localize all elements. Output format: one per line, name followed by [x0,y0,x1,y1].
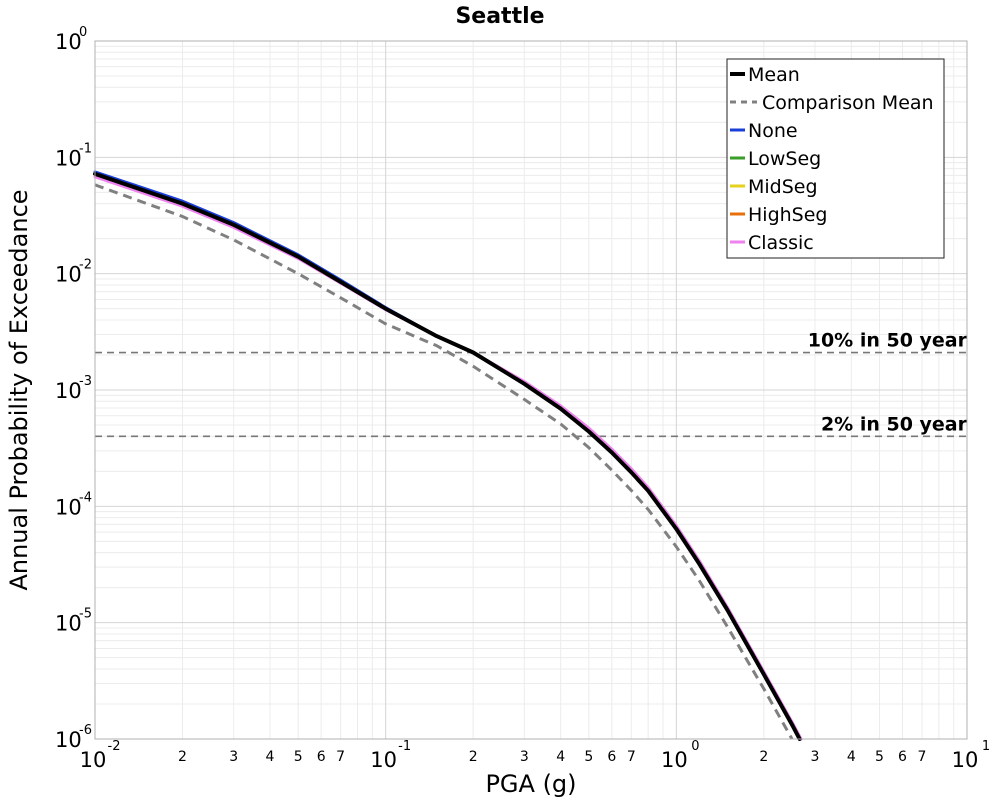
x-tick-exponent: -1 [398,739,411,754]
series-layer [93,170,803,741]
x-tick-label: 10 [661,748,688,772]
legend-entry-label: MidSeg [748,176,818,198]
x-tick-exponent: 0 [691,739,699,754]
legend-entry-label: LowSeg [748,148,821,170]
chart-title: Seattle [455,4,544,29]
y-tick-label: 10 [55,612,82,636]
x-minor-tick-label: 5 [294,749,303,765]
reference-line-label: 2% in 50 year [821,413,968,435]
series-line-mean [93,171,802,741]
x-minor-tick-label: 4 [266,749,275,765]
x-minor-tick-label: 2 [469,749,478,765]
legend: Mean Comparison Mean None LowSeg MidSeg HighS… [726,58,945,259]
x-minor-tick-label: 2 [759,749,768,765]
y-tick-exponent: -1 [79,141,92,156]
series-line-comparison-mean [94,183,794,740]
x-minor-tick-label: 7 [918,749,927,765]
x-tick-exponent: -2 [108,739,121,754]
y-tick-label: 10 [55,30,82,54]
x-minor-tick-label: 5 [875,749,884,765]
x-minor-tick-label: 6 [607,749,616,765]
legend-entry-label: None [748,120,798,142]
y-tick-label: 10 [55,379,82,403]
x-axis-label: PGA (g) [485,770,576,798]
x-tick-label: 10 [952,748,979,772]
y-tick-label: 10 [55,263,82,287]
legend-entry-label: HighSeg [748,204,827,226]
x-minor-tick-label: 6 [317,749,326,765]
legend-box [726,58,945,259]
y-tick-label: 10 [55,495,82,519]
x-minor-tick-label: 4 [556,749,565,765]
y-axis-label: Annual Probability of Exceedance [5,189,33,590]
x-minor-tick-label: 3 [229,749,238,765]
plot-frame [94,40,968,740]
y-tick-exponent: -5 [79,607,92,622]
reference-line-label: 10% in 50 year [808,330,968,352]
y-tick-exponent: -2 [79,258,92,273]
y-tick-label: 10 [55,146,82,170]
x-minor-tick-label: 7 [336,749,345,765]
y-tick-exponent: 0 [79,25,87,40]
y-tick-exponent: -3 [79,374,92,389]
x-minor-tick-label: 5 [584,749,593,765]
y-tick-label: 10 [55,728,82,752]
legend-entry-label: Mean [748,64,800,86]
x-minor-tick-label: 3 [520,749,529,765]
reference-lines: 10% in 50 year 2% in 50 year [95,330,968,438]
y-tick-exponent: -4 [79,490,92,505]
y-tick-exponent: -6 [79,723,92,738]
x-minor-tick-label: 4 [847,749,856,765]
x-minor-tick-label: 3 [811,749,820,765]
x-tick-label: 10 [80,748,107,772]
x-tick-exponent: 1 [982,739,990,754]
x-minor-tick-label: 2 [178,749,187,765]
x-minor-tick-label: 7 [627,749,636,765]
legend-entry-label: Classic [748,232,814,254]
x-tick-label: 10 [370,748,397,772]
x-minor-tick-label: 6 [898,749,907,765]
legend-entry-label: Comparison Mean [762,92,934,114]
